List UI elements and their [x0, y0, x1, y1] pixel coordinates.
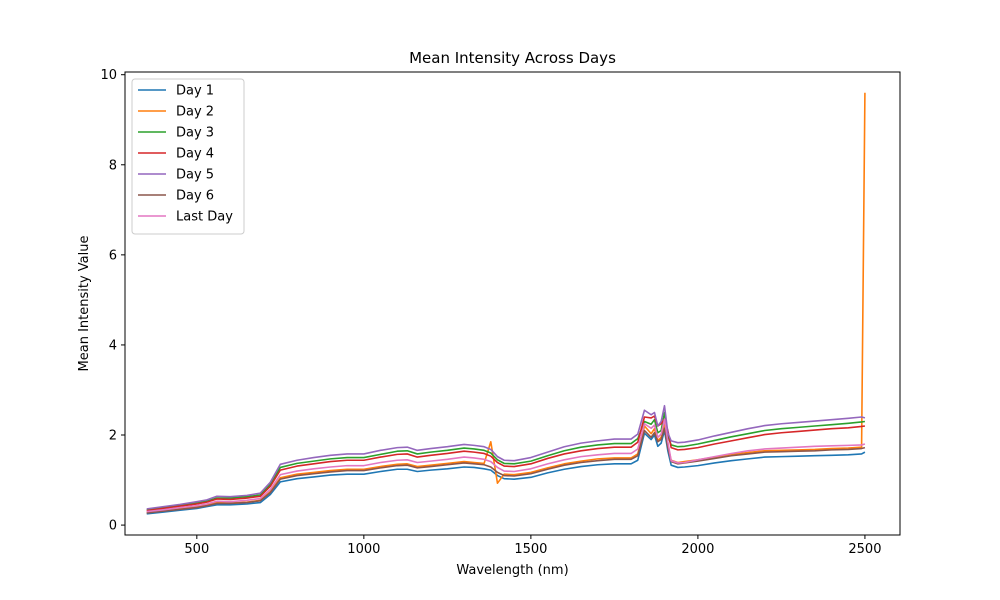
x-tick-label: 1500: [514, 542, 547, 557]
legend-label: Day 6: [176, 189, 214, 204]
legend-label: Day 3: [176, 126, 214, 141]
x-tick-label: 2000: [681, 542, 714, 557]
x-tick-label: 500: [184, 542, 209, 557]
y-tick-label: 4: [109, 338, 117, 353]
y-tick-label: 10: [100, 68, 117, 83]
chart-title: Mean Intensity Across Days: [409, 49, 616, 67]
legend-label: Day 5: [176, 168, 214, 183]
legend-label: Day 2: [176, 105, 214, 120]
y-tick-label: 6: [109, 248, 117, 263]
legend-label: Day 4: [176, 147, 214, 162]
legend-label: Day 1: [176, 84, 214, 99]
y-axis-title: Mean Intensity Value: [77, 236, 92, 372]
y-tick-label: 2: [109, 429, 117, 444]
legend: Day 1 Day 2 Day 3 Day 4 Day 5 Day 6 Last Day: [132, 79, 244, 234]
y-tick-label: 0: [109, 519, 117, 534]
x-axis-title: Wavelength (nm): [456, 563, 568, 578]
x-tick-label: 1000: [347, 542, 380, 557]
y-tick-label: 8: [109, 158, 117, 173]
x-tick-label: 2500: [848, 542, 881, 557]
legend-label: Last Day: [176, 210, 233, 225]
